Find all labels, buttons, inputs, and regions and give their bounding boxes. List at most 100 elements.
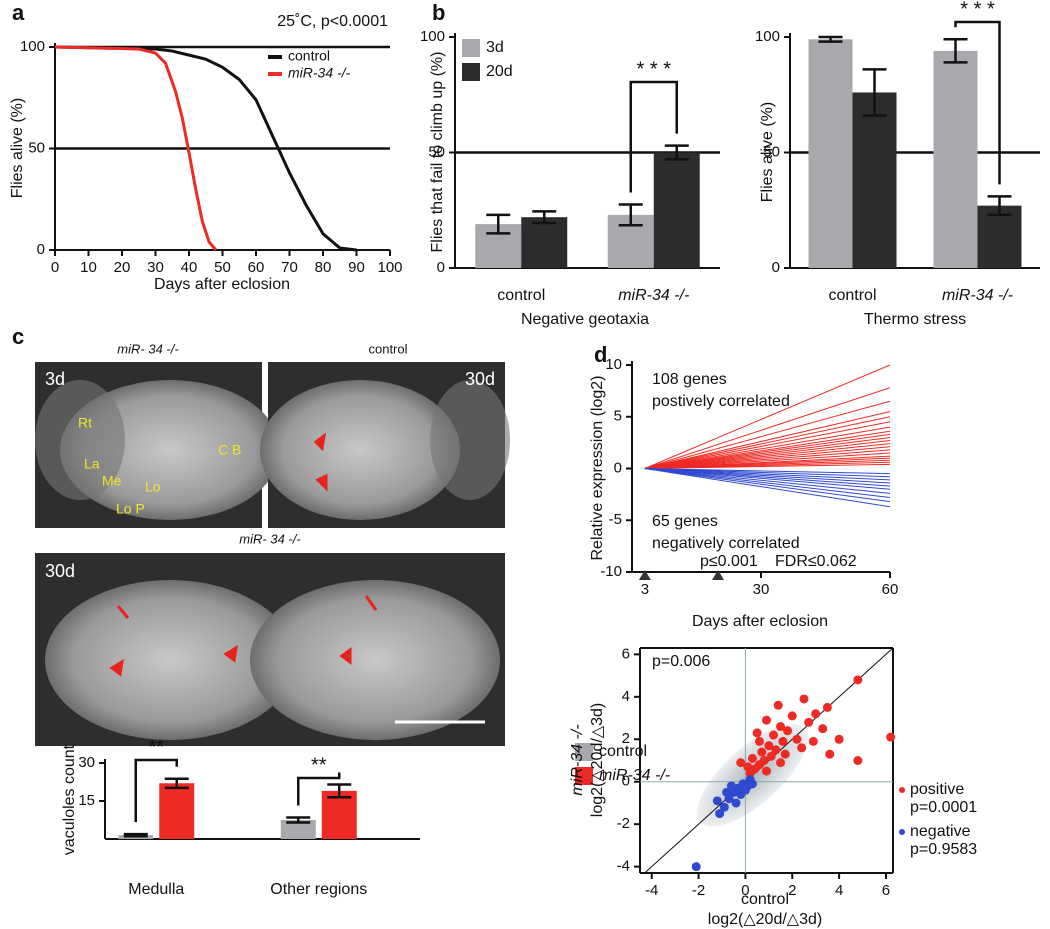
series-line — [644, 452, 891, 469]
y-tick-label: -5 — [609, 511, 622, 528]
annotation: p≤0.001 — [700, 553, 758, 570]
point — [780, 749, 790, 759]
y-tick-label: 0 — [437, 259, 445, 276]
legend-label: control — [288, 48, 330, 64]
x-axis-label: Days after eclosion — [154, 276, 290, 293]
region-label: C B — [218, 442, 241, 458]
point — [747, 753, 757, 763]
significance-label: ** — [311, 754, 327, 776]
panel-label: d — [594, 342, 607, 367]
point — [769, 730, 779, 740]
x-axis-label: control — [741, 891, 789, 908]
y-tick-label: 0 — [37, 241, 45, 258]
x-tick-label: 60 — [882, 581, 899, 598]
series-line — [644, 468, 891, 484]
y-axis-label: Flies that fail to climb up (%) — [429, 52, 446, 253]
bar — [653, 152, 700, 268]
x-tick-label: 70 — [281, 259, 298, 276]
bar — [280, 820, 316, 839]
point — [752, 728, 762, 738]
y-tick-label: 0 — [772, 259, 780, 276]
point — [757, 747, 767, 757]
x-tick-label: control — [497, 287, 545, 304]
point — [722, 787, 732, 797]
x-tick-label: 20 — [114, 259, 131, 276]
y-axis-label: Flies alive (%) — [759, 102, 776, 202]
point — [811, 709, 821, 719]
image-age: 3d — [45, 369, 65, 389]
series-line — [54, 45, 217, 251]
legend-label: miR-34 -/- — [599, 767, 670, 784]
series-line — [644, 468, 891, 498]
panel-label: c — [12, 324, 24, 349]
point — [754, 736, 764, 746]
legend-swatch — [462, 63, 480, 81]
series-line — [644, 468, 891, 494]
x-axis-label: Days after eclosion — [692, 613, 828, 630]
image-detail — [35, 380, 125, 500]
y-axis-label: log2(△20d/△3d) — [589, 703, 606, 817]
series-line — [644, 411, 891, 469]
error-bar — [862, 68, 887, 117]
x-tick-label: 6 — [882, 882, 890, 899]
x-tick-label: Medulla — [128, 881, 184, 898]
point — [766, 751, 776, 761]
point — [776, 722, 786, 732]
x-tick-label: 50 — [214, 259, 231, 276]
x-tick-label: Other regions — [270, 881, 367, 898]
significance-bracket — [629, 80, 678, 193]
point — [762, 715, 771, 725]
legend-label: 20d — [486, 63, 513, 80]
image-age: 30d — [45, 561, 75, 581]
x-tick-label: 80 — [315, 259, 332, 276]
error-bar — [943, 38, 968, 64]
series-line — [644, 468, 891, 503]
time-marker — [712, 570, 724, 580]
annotation: negatively correlated — [652, 535, 800, 552]
point — [778, 736, 788, 746]
significance-label: ** — [148, 736, 164, 758]
series-line — [644, 468, 891, 508]
error-bar — [486, 213, 511, 235]
region-label: Me — [102, 473, 122, 489]
y-tick-label: 15 — [78, 792, 95, 809]
point — [731, 798, 741, 808]
series-line — [644, 436, 891, 469]
point — [799, 694, 809, 704]
series-line — [644, 468, 891, 481]
image-detail — [260, 380, 460, 520]
bar — [159, 783, 195, 839]
point — [818, 724, 828, 734]
x-tick-label: -2 — [692, 882, 705, 899]
point — [822, 702, 832, 712]
series-line — [644, 433, 891, 469]
series-line — [644, 443, 891, 469]
point — [783, 726, 793, 736]
arrows — [109, 432, 378, 677]
y-tick-label: -2 — [617, 815, 630, 832]
y-tick-label: 2 — [622, 730, 630, 747]
bar — [521, 217, 568, 268]
significance-bracket — [297, 772, 341, 806]
x-tick-label: 0 — [51, 259, 59, 276]
y-tick-label: 6 — [622, 645, 630, 662]
image-detail — [250, 580, 500, 740]
series-line — [644, 468, 891, 475]
y-axis-label: Relative expression (log2) — [589, 376, 606, 561]
x-tick-label: miR-34 -/- — [618, 287, 689, 304]
point — [808, 736, 818, 746]
region-label: La — [84, 456, 100, 472]
x-tick-label: 4 — [835, 882, 843, 899]
annotation: 108 genes — [652, 371, 727, 388]
x-tick-label: 2 — [788, 882, 796, 899]
significance-label: * * * — [637, 58, 672, 80]
point — [804, 717, 814, 727]
series-line — [644, 364, 891, 469]
legend-label: positive — [910, 781, 964, 798]
point — [853, 675, 863, 685]
legend-note: p=0.9583 — [910, 841, 977, 858]
bar — [808, 39, 853, 269]
y-tick-label: 50 — [428, 143, 445, 160]
image-detail — [45, 580, 295, 740]
series-line — [644, 387, 891, 469]
